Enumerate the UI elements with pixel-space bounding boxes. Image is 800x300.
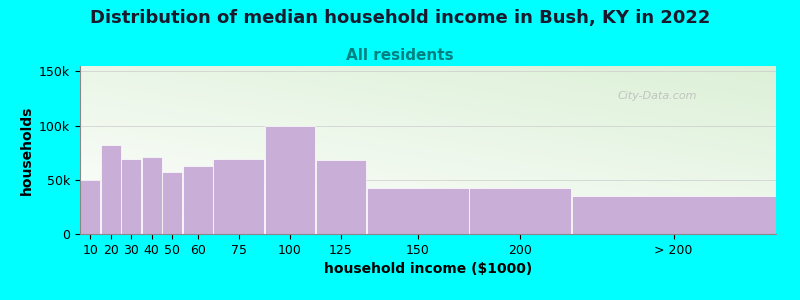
Y-axis label: households: households (19, 105, 34, 195)
Bar (470, 188, 571, 234)
X-axis label: household income ($1000): household income ($1000) (324, 262, 532, 276)
Bar (316, 160, 366, 234)
Bar (162, 172, 182, 234)
Bar (142, 157, 162, 234)
Bar (182, 166, 213, 234)
Bar (367, 188, 469, 234)
Bar (101, 145, 121, 234)
Bar (214, 159, 264, 234)
Bar (572, 196, 776, 234)
Text: Distribution of median household income in Bush, KY in 2022: Distribution of median household income … (90, 9, 710, 27)
Text: All residents: All residents (346, 48, 454, 63)
Text: City-Data.com: City-Data.com (618, 91, 698, 101)
Bar (265, 126, 315, 234)
Bar (122, 159, 141, 234)
Bar (80, 180, 100, 234)
